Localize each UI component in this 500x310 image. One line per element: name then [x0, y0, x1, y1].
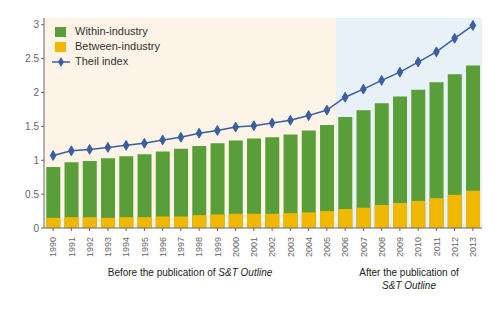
svg-text:1.5: 1.5: [25, 121, 39, 132]
svg-text:1990: 1990: [48, 237, 58, 257]
svg-text:1: 1: [33, 155, 39, 166]
svg-text:2001: 2001: [249, 237, 259, 257]
svg-text:1998: 1998: [194, 237, 204, 257]
svg-text:2.5: 2.5: [25, 53, 39, 64]
svg-text:1992: 1992: [85, 237, 95, 257]
svg-text:2002: 2002: [267, 237, 277, 257]
html-text:Before the publication of S&T: Before the publication of S&T Outline: [107, 267, 273, 278]
svg-text:2010: 2010: [413, 237, 423, 257]
svg-text:2009: 2009: [395, 237, 405, 257]
html-text:Within-industry: Within-industry: [75, 25, 148, 37]
html-text:After the publication of: After the publication of: [359, 267, 459, 278]
svg-text:0: 0: [33, 223, 39, 234]
html-text:Theil index: Theil index: [75, 55, 129, 67]
html-text:Between-industry: Between-industry: [75, 40, 160, 52]
svg-text:2004: 2004: [304, 237, 314, 257]
svg-text:2012: 2012: [450, 237, 460, 257]
html-text:S&T Outline: S&T Outline: [382, 280, 436, 291]
svg-text:2: 2: [33, 87, 39, 98]
svg-text:2006: 2006: [340, 237, 350, 257]
svg-text:2007: 2007: [359, 237, 369, 257]
svg-text:1999: 1999: [213, 237, 223, 257]
svg-text:1991: 1991: [67, 237, 77, 257]
svg-text:1996: 1996: [158, 237, 168, 257]
svg-text:1997: 1997: [176, 237, 186, 257]
svg-text:2013: 2013: [468, 237, 478, 257]
svg-text:3: 3: [33, 19, 39, 30]
svg-text:2008: 2008: [377, 237, 387, 257]
svg-text:1994: 1994: [121, 237, 131, 257]
svg-text:1993: 1993: [103, 237, 113, 257]
svg-text:0.5: 0.5: [25, 189, 39, 200]
svg-text:1995: 1995: [140, 237, 150, 257]
svg-text:2000: 2000: [231, 237, 241, 257]
svg-text:2011: 2011: [432, 237, 442, 256]
svg-text:2003: 2003: [286, 237, 296, 257]
svg-text:2005: 2005: [322, 237, 332, 257]
